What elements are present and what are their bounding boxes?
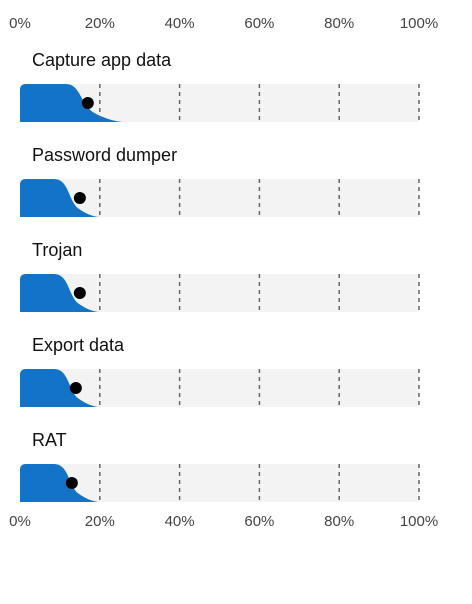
median-marker [73, 192, 86, 204]
median-marker [65, 477, 78, 489]
bottom-tick-label: 60% [244, 513, 274, 530]
series-row: Export data [20, 335, 420, 407]
bottom-tick-label: 20% [85, 513, 115, 530]
series-label: Trojan [32, 240, 82, 260]
bottom-axis: 0% 20% 40% 60% 80% 100% [9, 513, 438, 530]
top-tick-label: 100% [400, 15, 438, 32]
median-marker [69, 382, 82, 394]
distribution-area [20, 369, 100, 407]
series-label: RAT [32, 430, 67, 450]
track-band [20, 464, 419, 502]
series-row: Capture app data [20, 50, 420, 122]
track-band [20, 274, 419, 312]
series-label: Capture app data [32, 50, 172, 70]
distribution-area [20, 274, 100, 312]
series-row: Trojan [20, 240, 420, 312]
track-band [20, 369, 419, 407]
series-row: Password dumper [20, 145, 420, 217]
median-marker [73, 287, 86, 299]
distribution-area [20, 179, 100, 217]
series-label: Export data [32, 335, 125, 355]
distribution-area [20, 84, 124, 122]
bottom-tick-label: 100% [400, 513, 438, 530]
bottom-tick-label: 0% [9, 513, 31, 530]
track-band [20, 179, 419, 217]
chart-rows: Capture app data Password dumper Trojan Exp… [20, 50, 420, 502]
median-marker [81, 97, 94, 109]
top-axis: 0% 20% 40% 60% 80% 100% [9, 15, 438, 32]
top-tick-label: 80% [324, 15, 354, 32]
top-tick-label: 60% [244, 15, 274, 32]
top-tick-label: 0% [9, 15, 31, 32]
bottom-tick-label: 40% [165, 513, 195, 530]
top-tick-label: 20% [85, 15, 115, 32]
top-tick-label: 40% [165, 15, 195, 32]
distribution-area [20, 464, 100, 502]
series-label: Password dumper [32, 145, 177, 165]
series-row: RAT [20, 430, 420, 502]
bottom-tick-label: 80% [324, 513, 354, 530]
